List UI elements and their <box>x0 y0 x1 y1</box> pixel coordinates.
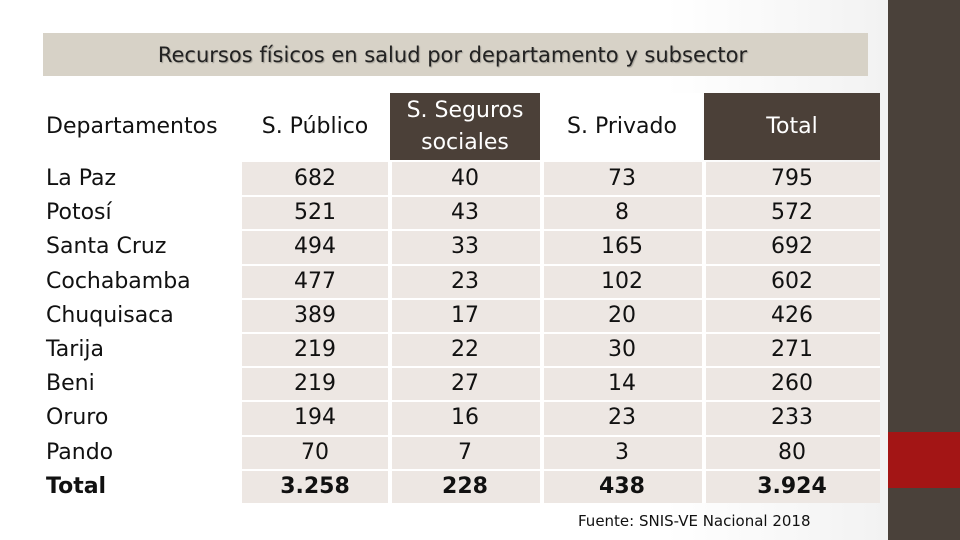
title-band: Recursos físicos en salud por departamen… <box>43 33 868 76</box>
table-cell: 14 <box>608 371 636 397</box>
header-privado: S. Privado <box>542 93 702 160</box>
header-seguros-line1: S. Seguros <box>406 97 524 123</box>
row-divider <box>242 366 880 369</box>
table-cell: 494 <box>294 234 336 260</box>
column-departamentos: La Paz Potosí Santa Cruz Cochabamba Chuq… <box>46 162 246 504</box>
side-accent-block <box>888 432 960 488</box>
table-cell: 27 <box>451 371 479 397</box>
table-cell: 572 <box>771 200 813 226</box>
table-cell: 16 <box>451 405 479 431</box>
table-cell: 194 <box>294 405 336 431</box>
slide-title: Recursos físicos en salud por departamen… <box>157 42 748 67</box>
table-cell: 233 <box>771 405 813 431</box>
row-divider <box>242 400 880 403</box>
column-privado: 73 8 165 102 20 30 14 23 3 438 <box>542 162 702 504</box>
header-seguros-line2: sociales <box>421 129 509 155</box>
table-cell: 20 <box>608 302 636 328</box>
total-row-label: Total <box>46 473 107 499</box>
table-cell: Pando <box>46 439 114 465</box>
row-divider <box>242 229 880 232</box>
table-cell: Potosí <box>46 200 112 226</box>
table-cell: 426 <box>771 302 813 328</box>
header-departamentos-label: Departamentos <box>46 113 218 139</box>
header-publico: S. Público <box>242 93 388 160</box>
table-cell: 30 <box>608 336 636 362</box>
table-cell: 80 <box>778 439 806 465</box>
table-cell: 40 <box>451 166 479 191</box>
column-publico: 682 521 494 477 389 219 219 194 70 3.258 <box>242 162 388 504</box>
table-cell: Cochabamba <box>46 268 191 294</box>
table-cell: 3 <box>615 439 629 465</box>
total-cell: 438 <box>599 473 645 499</box>
source-note: Fuente: SNIS-VE Nacional 2018 <box>578 512 811 530</box>
table-cell: 23 <box>451 268 479 294</box>
header-departamentos: Departamentos <box>46 93 242 160</box>
row-divider <box>242 332 880 334</box>
row-divider <box>242 434 880 437</box>
column-seguros: 40 43 33 23 17 22 27 16 7 228 <box>390 162 540 504</box>
table-cell: 33 <box>451 234 479 260</box>
table-cell: 8 <box>615 200 629 226</box>
table-cell: 260 <box>771 371 813 397</box>
table-cell: 43 <box>451 200 479 226</box>
table-cell: Beni <box>46 371 95 397</box>
table-cell: Chuquisaca <box>46 302 174 328</box>
table-cell: 795 <box>771 166 813 191</box>
table-cell: 682 <box>294 166 336 191</box>
total-cell: 228 <box>442 473 488 499</box>
table-cell: 602 <box>771 268 813 294</box>
row-divider <box>242 468 880 471</box>
table-cell: La Paz <box>46 166 117 191</box>
table-cell: 165 <box>601 234 643 260</box>
total-cell: 3.924 <box>757 473 827 499</box>
header-total-label: Total <box>766 113 818 139</box>
table-cell: 70 <box>301 439 329 465</box>
table-cell: 692 <box>771 234 813 260</box>
column-total: 795 572 692 602 426 271 260 233 80 3.924 <box>704 162 880 504</box>
table-cell: 477 <box>294 268 336 294</box>
header-publico-label: S. Público <box>261 113 369 139</box>
header-privado-label: S. Privado <box>567 113 677 139</box>
table-cell: Santa Cruz <box>46 234 167 260</box>
table-cell: 22 <box>451 336 479 362</box>
table-cell: 73 <box>608 166 636 191</box>
table-cell: 389 <box>294 302 336 328</box>
row-divider <box>242 263 880 266</box>
table-cell: 7 <box>458 439 472 465</box>
table-cell: Tarija <box>46 336 105 362</box>
table-cell: 23 <box>608 405 636 431</box>
header-seguros: S. Seguros sociales <box>390 93 540 160</box>
table-cell: Oruro <box>46 405 109 431</box>
table-cell: 219 <box>294 336 336 362</box>
table-cell: 102 <box>601 268 643 294</box>
table-cell: 521 <box>294 200 336 226</box>
table-cell: 271 <box>771 336 813 362</box>
row-divider <box>242 195 880 198</box>
table-cell: 17 <box>451 302 479 328</box>
header-total: Total <box>704 93 880 160</box>
total-cell: 3.258 <box>280 473 350 499</box>
table-cell: 219 <box>294 371 336 397</box>
row-divider <box>242 297 880 300</box>
